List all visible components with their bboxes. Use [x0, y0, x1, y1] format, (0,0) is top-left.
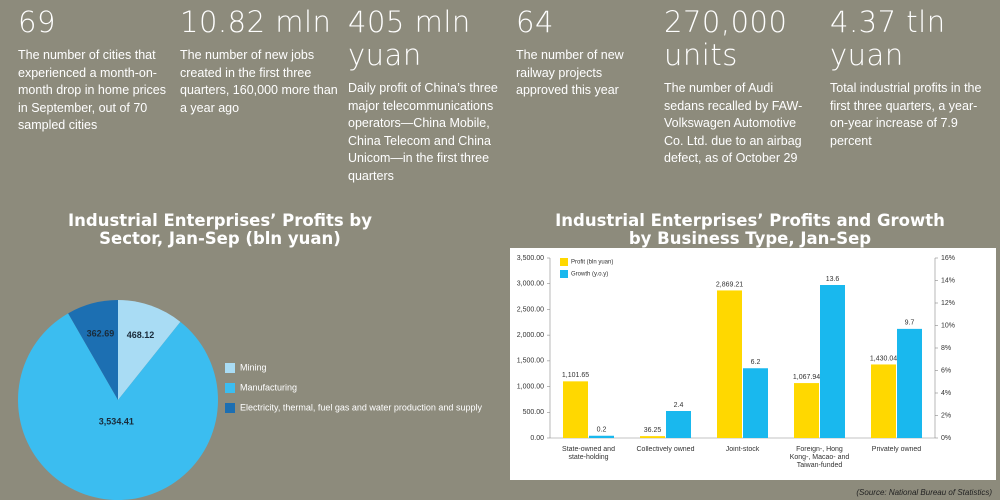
- stat-value: 69: [18, 5, 56, 39]
- bar-value-label: 2,869.21: [716, 281, 743, 288]
- y-tick-label: 3,000.00: [517, 281, 544, 288]
- bar-value-label: 2.4: [674, 402, 684, 409]
- stat-text: Total industrial profits in the first th…: [830, 81, 982, 148]
- x-tick-label: State-owned and state-holding: [562, 446, 615, 461]
- legend-label: Growth (y.o.y): [571, 272, 608, 278]
- legend-label: Mining: [240, 362, 267, 372]
- bar: [871, 364, 896, 438]
- x-label-box: State-owned and state-holding: [562, 446, 615, 461]
- legend-swatch: [560, 258, 568, 266]
- y2-tick-label: 6%: [941, 367, 951, 374]
- legend-label: Profit (bln yuan): [571, 260, 613, 266]
- x-tick-label: Foreign-, Hong Kong-, Macao- and Taiwan-…: [789, 446, 850, 469]
- x-label-box: Foreign-, Hong Kong-, Macao- and Taiwan-…: [789, 446, 850, 469]
- stat: 10.82 mln The number of new jobs created …: [180, 6, 340, 117]
- bar-value-label: 36.25: [644, 427, 662, 434]
- stat: 270,000 units The number of Audi sedans r…: [664, 6, 814, 168]
- pie-slice: [17, 313, 218, 500]
- stat-value: 10.82 mln: [180, 5, 332, 39]
- legend-label: Manufacturing: [240, 382, 297, 392]
- y-tick-label: 2,000.00: [517, 332, 544, 339]
- bar: [589, 435, 614, 438]
- y2-tick-label: 14%: [941, 277, 955, 284]
- y-tick-label: 0.00: [530, 435, 544, 442]
- x-tick-label: Joint-stock: [725, 446, 760, 453]
- legend-swatch: [225, 383, 235, 393]
- stat-value: 270,000 units: [664, 5, 788, 72]
- pie-slice: [68, 300, 118, 400]
- bar: [820, 285, 845, 438]
- bar-value-label: 1,101.65: [562, 372, 589, 379]
- stat-text: The number of Audi sedans recalled by FA…: [664, 81, 803, 165]
- stat-text: Daily profit of China’s three major tele…: [348, 81, 498, 183]
- stat: 405 mln yuan Daily profit of China’s thre…: [348, 6, 503, 185]
- x-label-box: Privately owned: [871, 446, 922, 453]
- stat-text: The number of cities that experienced a …: [18, 48, 166, 132]
- bar: [794, 383, 819, 438]
- source: (Source: National Bureau of Statistics): [856, 488, 992, 497]
- y-tick-label: 2,500.00: [517, 306, 544, 313]
- bar-title: Industrial Enterprises’ Profits and Grow…: [555, 211, 945, 248]
- bar-value-label: 13.6: [826, 276, 840, 283]
- bar-value-label: 1,067.94: [793, 374, 820, 381]
- legend-label: Electricity, thermal, fuel gas and water…: [240, 402, 482, 412]
- stat-text: The number of new railway projects appro…: [516, 48, 624, 97]
- bar: [743, 368, 768, 438]
- x-label-box: Collectively owned: [636, 446, 695, 453]
- y2-tick-label: 0%: [941, 435, 951, 442]
- stat: 69 The number of cities that experienced …: [18, 6, 168, 135]
- stat-value: 64: [516, 5, 554, 39]
- pie-value-label: 3,534.41: [99, 416, 134, 426]
- pie-title: Industrial Enterprises’ Profits by Secto…: [68, 211, 372, 248]
- y2-tick-label: 16%: [941, 255, 955, 262]
- stat-value: 4.37 tln yuan: [830, 5, 946, 72]
- y-tick-label: 1,500.00: [517, 358, 544, 365]
- y2-tick-label: 12%: [941, 300, 955, 307]
- y2-tick-label: 4%: [941, 390, 951, 397]
- stat-text: The number of new jobs created in the fi…: [180, 48, 338, 115]
- stat: 64 The number of new railway projects app…: [516, 6, 646, 100]
- stat-value: 405 mln yuan: [348, 5, 471, 72]
- pie-slice: [118, 300, 181, 400]
- pie-value-label: 362.69: [87, 329, 115, 339]
- x-label-box: Joint-stock: [725, 446, 760, 453]
- y2-tick-label: 2%: [941, 412, 951, 419]
- legend-swatch: [560, 270, 568, 278]
- x-tick-label: Privately owned: [871, 446, 922, 453]
- bar-value-label: 0.2: [597, 427, 607, 434]
- legend-swatch: [225, 403, 235, 413]
- bar: [717, 290, 742, 438]
- y-tick-label: 1,000.00: [517, 383, 544, 390]
- y2-tick-label: 10%: [941, 322, 955, 329]
- y2-tick-label: 8%: [941, 345, 951, 352]
- pie-value-label: 468.12: [127, 330, 155, 340]
- y-tick-label: 3,500.00: [517, 255, 544, 262]
- stat: 4.37 tln yuan Total industrial profits in…: [830, 6, 990, 150]
- bar: [640, 436, 665, 438]
- bar-value-label: 9.7: [905, 320, 915, 327]
- legend-swatch: [225, 363, 235, 373]
- bar: [666, 411, 691, 438]
- bar: [563, 381, 588, 438]
- y-tick-label: 500.00: [523, 409, 545, 416]
- bar: [897, 328, 922, 438]
- bar-value-label: 6.2: [751, 359, 761, 366]
- x-tick-label: Collectively owned: [636, 446, 695, 453]
- bar-value-label: 1,430.04: [870, 355, 897, 362]
